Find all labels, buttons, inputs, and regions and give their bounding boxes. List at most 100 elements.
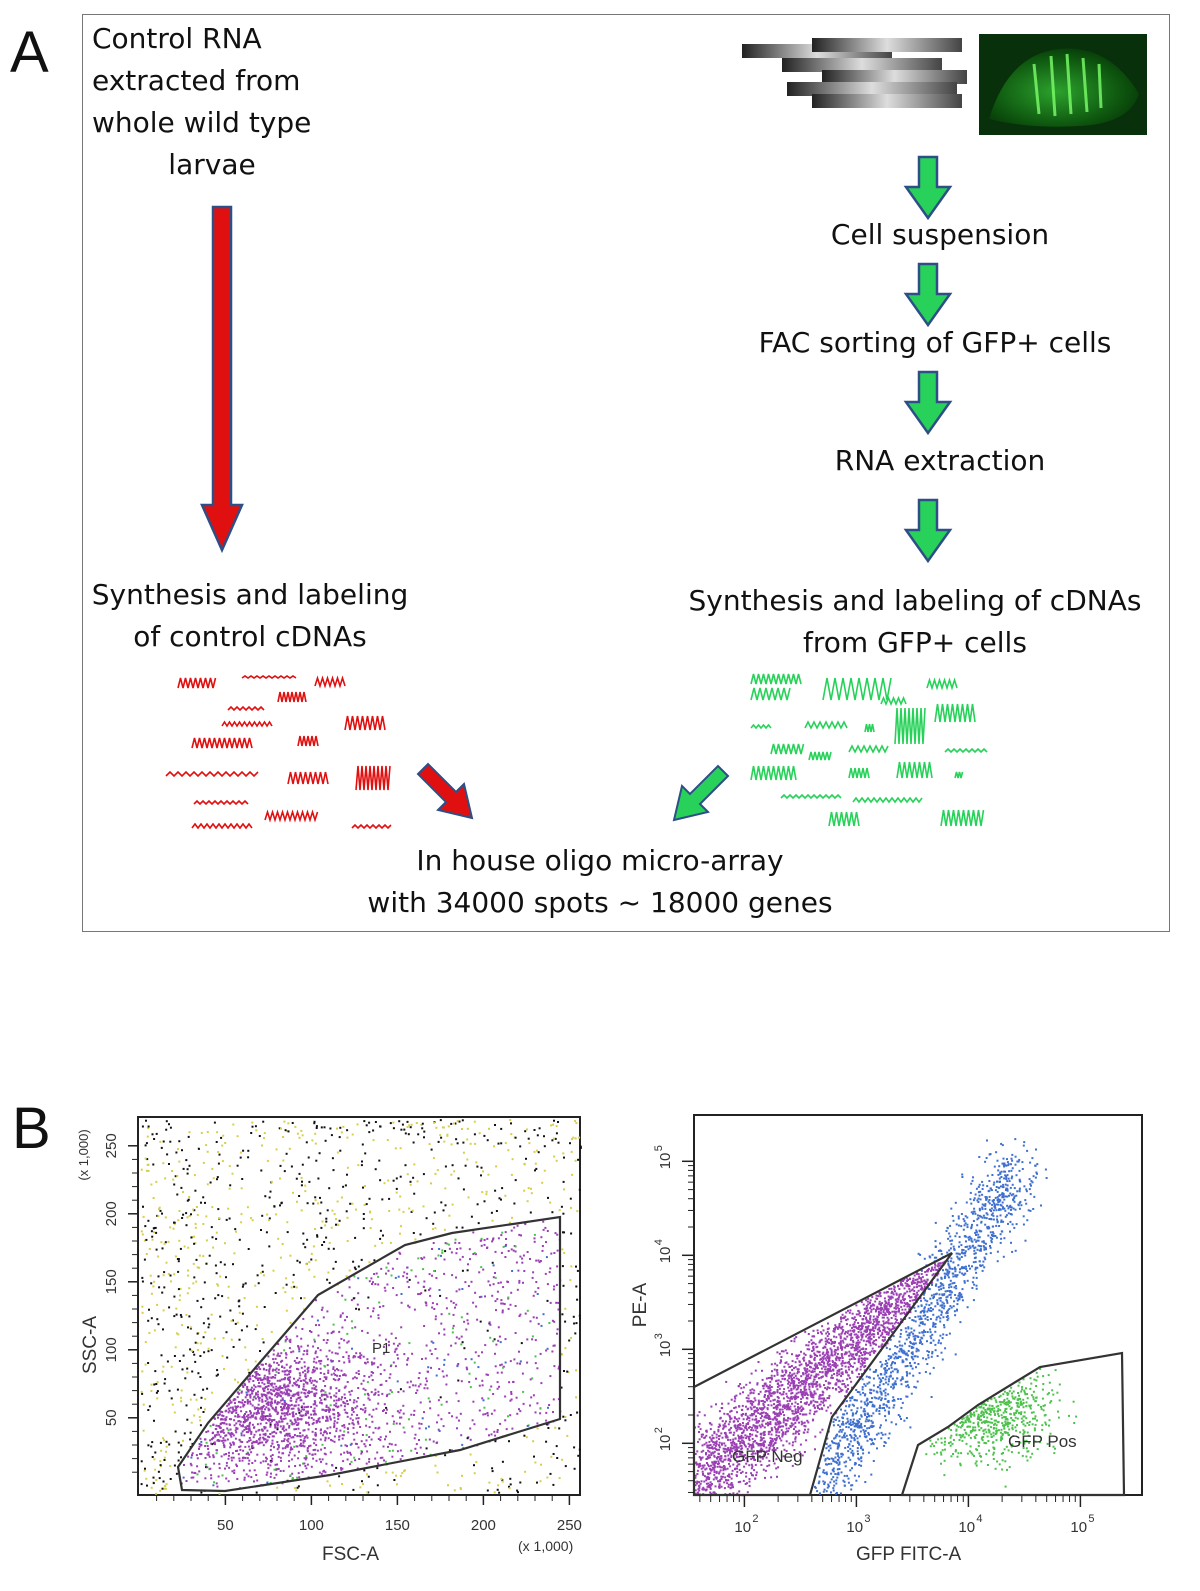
scatter-point [552,1411,554,1413]
scatter-point [268,1396,271,1399]
control-cdna-zigzag [355,765,391,791]
scatter-point [168,1163,170,1165]
scatter-point [248,1380,251,1383]
scatter-point [741,1454,744,1457]
scatter-point [551,1350,554,1353]
scatter-point [356,1123,359,1126]
scatter-point [270,1376,273,1379]
scatter-point [313,1403,316,1406]
scatter-point [288,1382,291,1385]
scatter-point [196,1213,199,1216]
scatter-point [532,1294,535,1297]
scatter-point [150,1183,153,1186]
scatter-point [776,1373,779,1376]
scatter-point [493,1145,495,1148]
scatter-point [479,1320,482,1323]
scatter-point [184,1377,187,1380]
scatter-point [575,1122,578,1125]
scatter-point [304,1375,307,1378]
scatter-point [298,1348,301,1351]
scatter-point [496,1381,499,1384]
scatter-point [278,1393,281,1396]
scatter-point [150,1383,153,1386]
scatter-point [160,1449,163,1452]
scatter-point [200,1306,203,1309]
scatter-point [445,1400,448,1403]
scatter-point [824,1343,827,1346]
scatter-point [140,1390,143,1393]
scatter-point [906,1290,909,1293]
scatter-point [812,1335,815,1338]
scatter-point [435,1374,438,1377]
scatter-point [539,1480,542,1483]
scatter-point [802,1383,805,1386]
scatter-point [260,1415,263,1418]
scatter-point [349,1443,352,1446]
scatter-point [752,1406,755,1409]
scatter-point [469,1258,471,1261]
scatter-point [804,1377,807,1380]
scatter-point [300,1418,303,1421]
scatter-point [785,1424,788,1427]
scatter-point [403,1431,406,1434]
scatter-point [357,1356,360,1359]
scatter-point [845,1389,848,1392]
scatter-point [257,1409,259,1412]
scatter-point [224,1417,227,1420]
scatter-point [239,1420,242,1423]
scatter-point [785,1370,788,1373]
scatter-point [888,1327,891,1330]
scatter-point [198,1470,201,1473]
scatter-point [552,1483,555,1486]
scatter-point [734,1427,737,1430]
scatter-point [357,1265,360,1268]
scatter-point [893,1322,896,1325]
scatter-point [311,1387,314,1390]
scatter-point [202,1255,205,1258]
scatter-point [206,1387,209,1390]
scatter-point [344,1397,347,1399]
scatter-point [309,1377,312,1380]
scatter-point [155,1231,158,1234]
scatter-point [541,1245,544,1247]
scatter-point [246,1206,249,1209]
scatter-point [534,1461,537,1464]
scatter-point [516,1288,519,1291]
scatter-point [508,1221,511,1224]
scatter-point [151,1235,154,1238]
scatter-point [823,1384,825,1387]
scatter-point [821,1408,824,1411]
scatter-point [700,1480,703,1483]
scatter-point [241,1441,244,1443]
scatter-point [821,1393,824,1396]
scatter-point [278,1420,281,1423]
scatter-point [388,1442,391,1445]
scatter-point [319,1432,322,1435]
scatter-point [936,1265,939,1268]
scatter-point [478,1409,481,1412]
scatter-point [275,1432,278,1435]
scatter-point [539,1260,542,1262]
scatter-point [379,1436,382,1439]
scatter-point [703,1443,706,1446]
scatter-point [770,1377,773,1380]
scatter-point [251,1462,254,1464]
scatter-point [696,1482,698,1485]
scatter-point [389,1430,391,1433]
scatter-point [502,1365,505,1368]
scatter-point [521,1261,524,1264]
scatter-point [260,1271,262,1274]
scatter-point [274,1463,277,1466]
scatter-point [460,1434,463,1437]
scatter-point [274,1423,277,1426]
scatter-point [768,1449,770,1452]
scatter-point [893,1286,896,1289]
scatter-point [215,1449,218,1452]
scatter-point [862,1303,865,1306]
scatter-point [385,1435,387,1438]
scatter-point [141,1276,144,1279]
scatter-point [710,1405,713,1408]
scatter-point [916,1291,918,1294]
scatter-point [796,1388,799,1391]
scatter-point [462,1188,465,1191]
